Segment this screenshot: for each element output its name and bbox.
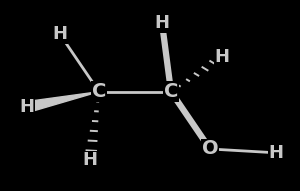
Text: H: H: [20, 98, 34, 116]
Text: H: H: [154, 14, 169, 32]
Text: H: H: [214, 48, 230, 66]
Text: C: C: [164, 82, 178, 101]
Text: C: C: [92, 82, 106, 101]
Text: O: O: [202, 139, 218, 159]
Text: H: H: [82, 151, 98, 169]
Text: H: H: [52, 25, 68, 43]
Text: H: H: [268, 144, 284, 162]
Polygon shape: [24, 92, 99, 112]
